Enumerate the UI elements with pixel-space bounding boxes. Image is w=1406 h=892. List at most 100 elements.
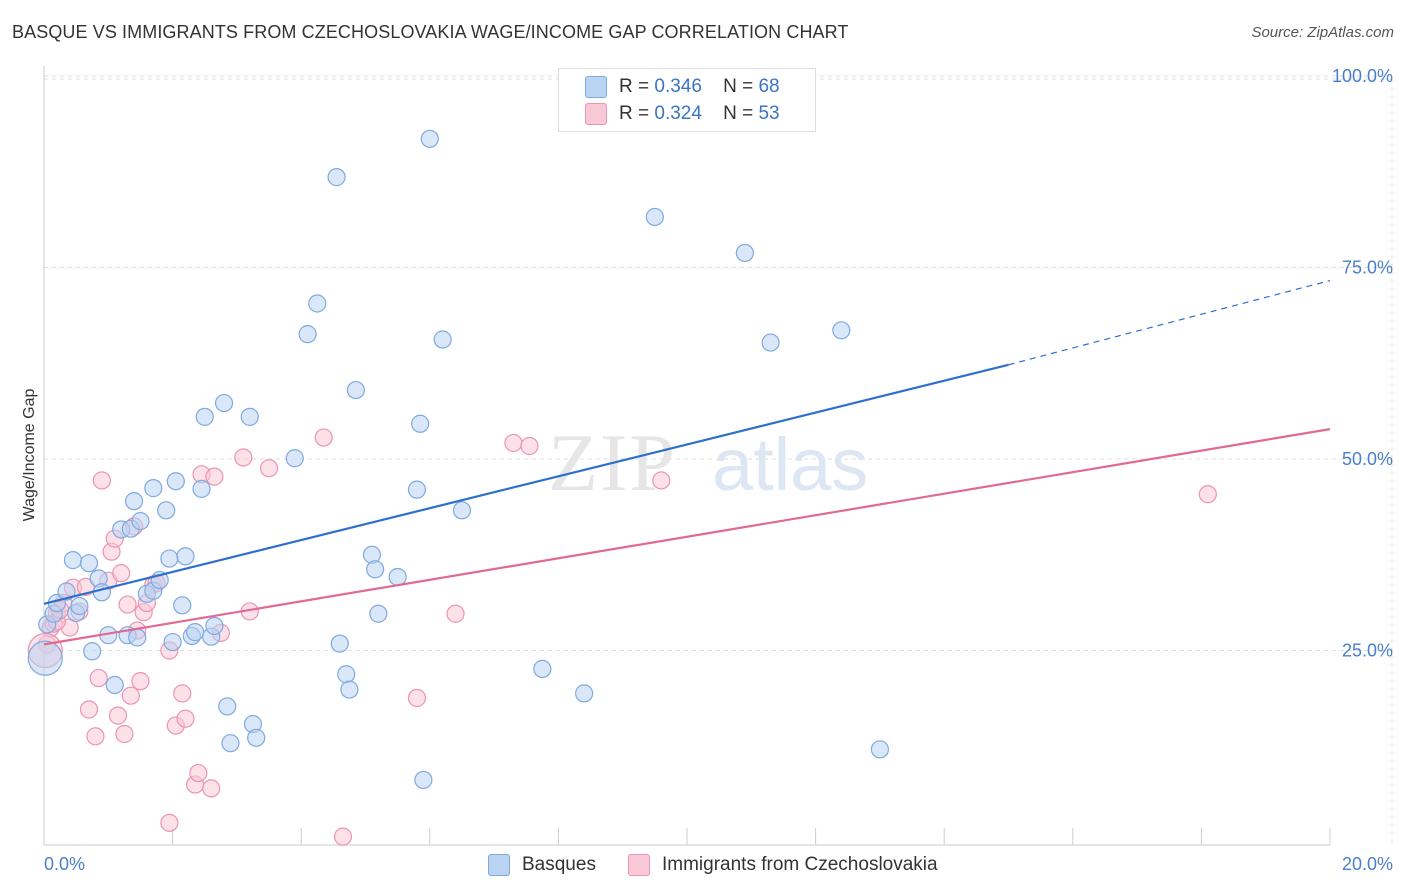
czech-point	[118, 595, 137, 614]
y-tick-label: 25.0%	[1342, 641, 1393, 661]
bottom-legend-label-basques: Basques	[522, 854, 596, 875]
czech-point	[504, 433, 523, 453]
basques-point	[735, 243, 754, 263]
czech-point	[407, 688, 427, 708]
x-tick-label-min: 0.0%	[44, 854, 85, 874]
czech-point	[652, 471, 671, 490]
y-tick-label: 50.0%	[1342, 449, 1393, 469]
czech-point	[76, 577, 95, 597]
basques-point	[645, 207, 664, 227]
basques-point	[92, 583, 111, 602]
basques-point	[128, 628, 147, 647]
basques-point	[166, 472, 185, 491]
legend-swatch-czech	[585, 103, 607, 125]
czech-point	[1198, 485, 1217, 504]
basques-point	[195, 407, 214, 426]
basques-point	[163, 632, 182, 652]
basques-point	[433, 330, 452, 349]
czech-point	[115, 724, 134, 744]
basques-point	[388, 567, 407, 587]
basques-trend-extension	[1008, 279, 1331, 366]
basques-point	[407, 480, 427, 499]
legend-czech-n-value: 53	[758, 103, 780, 124]
watermark-atlas: atlas	[712, 423, 868, 506]
czech-point	[160, 813, 179, 832]
basques-point	[420, 129, 439, 148]
legend-basques-n-value: 68	[758, 76, 780, 97]
basques-point	[176, 547, 195, 566]
basques-point	[369, 604, 388, 623]
legend-czech-r-label: R =	[619, 103, 650, 124]
czech-point	[259, 459, 279, 478]
basques-point	[330, 634, 349, 653]
czech-point	[520, 436, 539, 456]
basques-point	[870, 740, 890, 759]
bottom-legend-swatch-basques	[488, 854, 510, 876]
basques-point	[221, 734, 240, 753]
basques-point	[70, 596, 89, 616]
basques-point	[340, 680, 359, 699]
czech-point	[333, 827, 353, 846]
czech-trend-line	[43, 428, 1331, 646]
y-tick-label: 75.0%	[1342, 258, 1393, 278]
legend-row-basques: R = 0.346 N = 68	[585, 75, 780, 99]
legend-swatch-basques	[585, 76, 607, 98]
basques-point	[27, 640, 63, 676]
basques-point	[337, 665, 356, 684]
czech-point	[121, 686, 140, 705]
basques-point	[366, 560, 385, 579]
basques-point	[173, 596, 192, 615]
chart-title: BASQUE VS IMMIGRANTS FROM CZECHOSLOVAKIA…	[12, 22, 849, 42]
basques-point	[63, 551, 83, 570]
legend-czech-n-label: N =	[723, 103, 754, 124]
legend-basques-r-label: R =	[619, 76, 650, 97]
legend-czech-text: R = 0.324 N = 53	[619, 103, 780, 125]
basques-point	[298, 325, 317, 344]
czech-point	[92, 471, 111, 490]
legend-row-czech: R = 0.324 N = 53	[585, 102, 780, 126]
y-tick-label: 100.0%	[1332, 66, 1393, 86]
axes	[43, 66, 1331, 846]
legend-basques-r-value: 0.346	[654, 76, 702, 97]
basques-point	[346, 380, 365, 400]
basques-point	[157, 501, 176, 520]
basques-point	[218, 697, 237, 716]
basques-point	[247, 728, 266, 747]
basques-point	[240, 407, 259, 426]
basques-point	[105, 675, 124, 695]
basques-point	[83, 642, 102, 661]
czech-point	[89, 668, 108, 688]
y-axis-label: Wage/Income Gap	[21, 389, 38, 522]
czech-point	[314, 428, 333, 447]
basques-point	[131, 511, 150, 531]
basques-point	[411, 414, 430, 433]
basques-point	[192, 479, 211, 498]
basques-point	[205, 616, 224, 636]
czech-point	[205, 467, 224, 486]
czech-point	[173, 684, 192, 703]
bottom-legend-label-czech: Immigrants from Czechoslovakia	[662, 854, 938, 875]
legend-czech-r-value: 0.324	[654, 103, 702, 124]
basques-trend-line	[43, 363, 1009, 605]
bottom-legend-basques: Basques	[488, 852, 596, 878]
bottom-legend-swatch-czech	[628, 854, 650, 876]
bottom-legend-czech: Immigrants from Czechoslovakia	[628, 852, 938, 878]
czech-point	[112, 564, 131, 583]
tick-labels: 25.0% 50.0% 75.0% 100.0% 0.0% 20.0%	[44, 66, 1393, 874]
czech-point	[79, 700, 99, 719]
basques-point	[761, 333, 780, 352]
czech-point	[176, 709, 195, 728]
basques-point	[575, 684, 594, 703]
czech-point	[234, 448, 253, 467]
basques-point	[285, 449, 304, 468]
legend-basques-text: R = 0.346 N = 68	[619, 76, 780, 98]
basques-point	[57, 582, 76, 601]
basques-point	[832, 321, 851, 340]
basques-point	[186, 623, 205, 642]
czech-point	[108, 706, 128, 725]
czech-point	[446, 604, 465, 623]
x-tick-label-max: 20.0%	[1342, 854, 1393, 874]
czech-point	[131, 672, 150, 691]
correlation-legend: R = 0.346 N = 68 R = 0.324 N = 53	[558, 68, 816, 132]
